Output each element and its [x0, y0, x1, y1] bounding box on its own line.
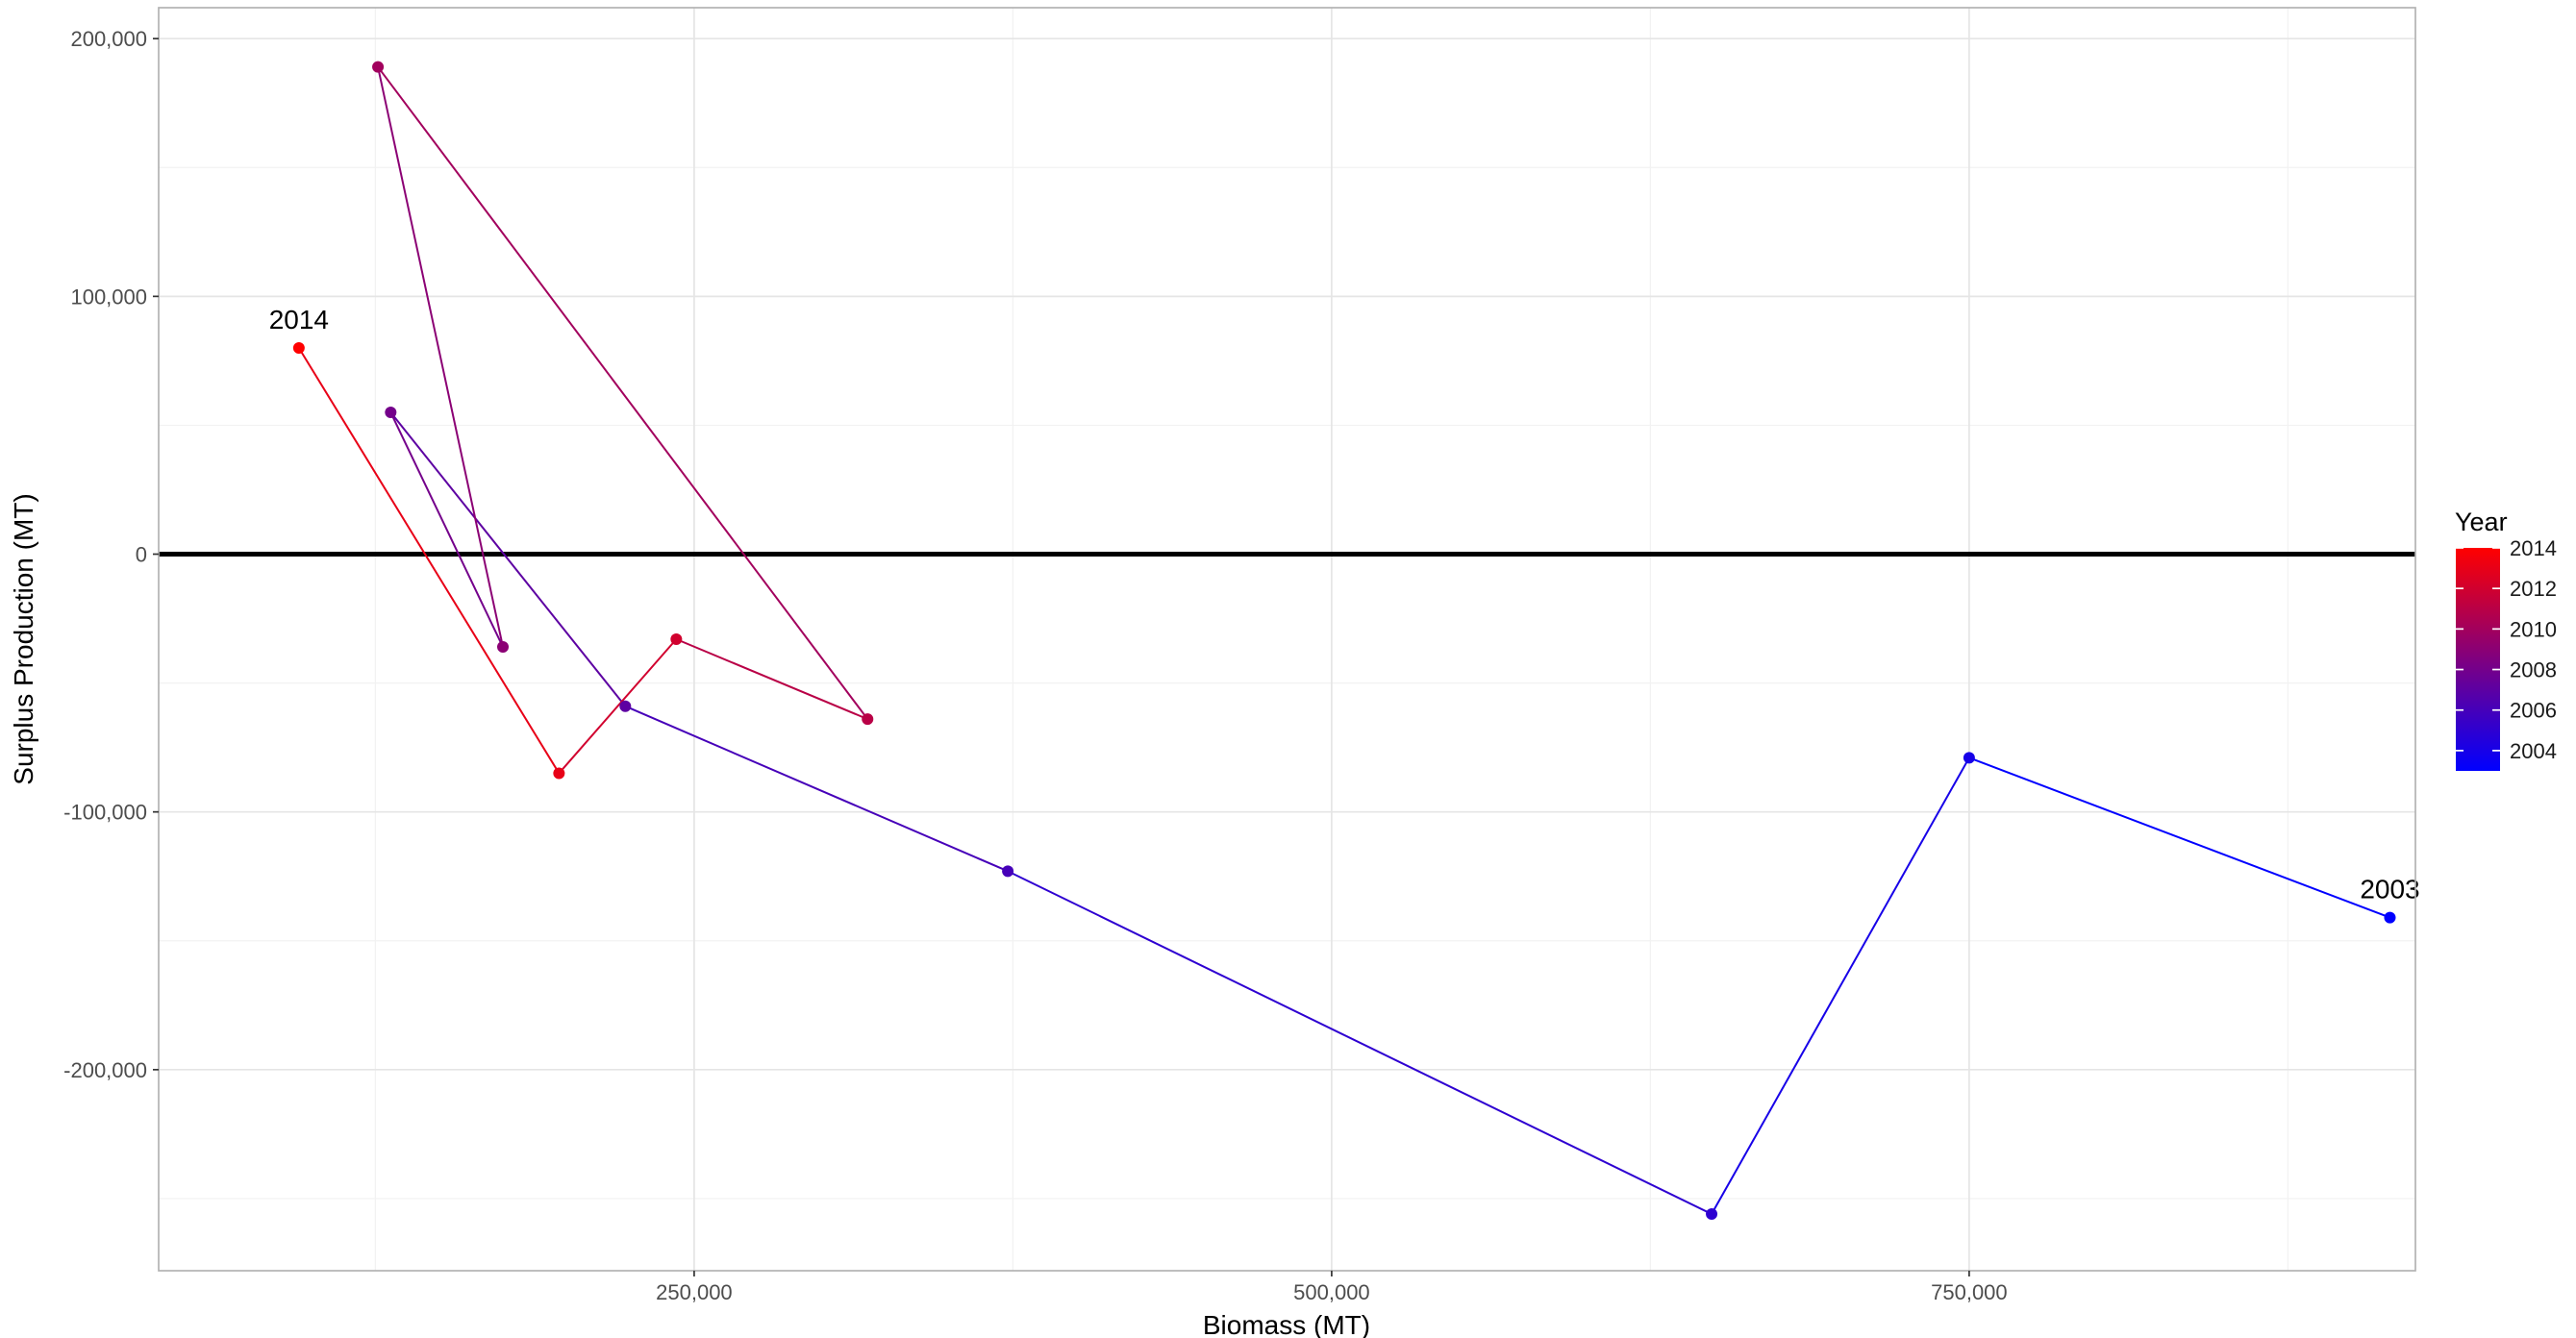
panel-border	[158, 7, 2416, 1272]
data-point-2004	[1963, 752, 1975, 764]
legend-title: Year	[2455, 508, 2508, 536]
data-point-2009	[497, 641, 510, 654]
trajectory-segment	[389, 411, 504, 648]
trajectory-segment	[1711, 756, 1970, 1215]
y-tick-label: 200,000	[70, 27, 147, 51]
data-point-2005	[1706, 1208, 1718, 1221]
x-tick-label: 250,000	[656, 1280, 733, 1304]
trajectory-segment	[389, 411, 627, 707]
legend-label-2012: 2012	[2510, 577, 2557, 601]
y-axis-title: Surplus Production (MT)	[9, 493, 38, 784]
trajectory-segment	[558, 638, 678, 775]
y-tick-label: 0	[136, 543, 147, 567]
trajectory-segment	[377, 66, 504, 648]
trajectory-series	[298, 66, 2390, 1215]
x-tick-label: 750,000	[1931, 1280, 2008, 1304]
data-point-2013	[553, 767, 565, 780]
trajectory-segment	[1968, 756, 2390, 919]
data-point-2014	[292, 341, 305, 354]
legend-ticks: 2004 2006 2008 2010 2012 2014	[2456, 536, 2557, 763]
trajectory-segment	[624, 705, 1009, 873]
y-tick-label: -100,000	[63, 801, 147, 825]
legend-colorbar	[2456, 548, 2500, 771]
year-annotation-2014: 2014	[269, 305, 329, 334]
legend-label-2008: 2008	[2510, 658, 2557, 682]
data-point-2008	[385, 407, 397, 419]
trajectory-segment	[1007, 870, 1713, 1215]
y-tick-label: -200,000	[63, 1058, 147, 1082]
data-point-2012	[670, 633, 683, 645]
legend-label-2010: 2010	[2510, 617, 2557, 641]
legend-label-2004: 2004	[2510, 739, 2557, 763]
legend-label-2014: 2014	[2510, 536, 2557, 560]
trajectory-segment	[675, 638, 868, 721]
year-annotation-2003: 2003	[2360, 875, 2419, 904]
data-point-2006	[1002, 865, 1014, 878]
trajectory-segment	[377, 66, 869, 720]
y-tick-label: 100,000	[70, 285, 147, 309]
legend-label-2006: 2006	[2510, 699, 2557, 723]
data-point-2007	[619, 700, 632, 712]
x-tick-label: 500,000	[1293, 1280, 1370, 1304]
x-axis-ticks: 250,000 500,000 750,000	[656, 1271, 2008, 1304]
y-axis-ticks: -200,000 -100,000 0 100,000 200,000	[63, 27, 159, 1082]
trajectory-points	[292, 61, 2396, 1221]
x-axis-title: Biomass (MT)	[1203, 1310, 1370, 1338]
trajectory-segment	[298, 347, 561, 774]
color-legend: Year 2004 2006 2008 2010 2012 2014	[2455, 508, 2557, 771]
point-annotations: 2003 2014	[269, 305, 2420, 904]
data-point-2003	[2384, 911, 2396, 924]
data-point-2011	[862, 713, 874, 726]
grid	[159, 8, 2415, 1271]
data-point-2010	[372, 61, 385, 73]
